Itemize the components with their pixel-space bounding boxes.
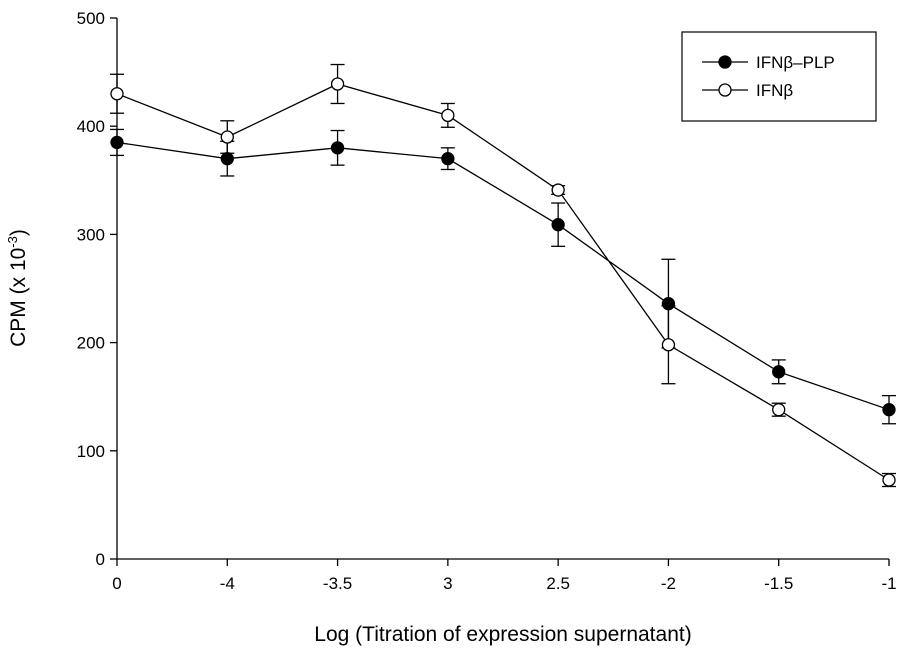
y-axis-label: CPM (x 10-3) <box>5 229 30 347</box>
data-point <box>772 365 786 379</box>
x-tick-label: 3 <box>443 574 452 593</box>
x-tick-label: -1.5 <box>764 574 793 593</box>
legend-entry: IFNβ <box>702 81 793 100</box>
y-tick-label: 200 <box>77 334 105 353</box>
y-tick-label: 0 <box>96 550 105 569</box>
data-point <box>772 403 786 417</box>
data-point <box>882 403 896 417</box>
data-point <box>220 152 234 166</box>
y-axis-label-exponent: -3 <box>5 236 20 248</box>
legend-entry: IFNβ–PLP <box>702 53 835 72</box>
legend-label: IFNβ–PLP <box>756 53 835 72</box>
data-point <box>330 141 345 155</box>
data-point <box>551 183 565 197</box>
series-line <box>116 141 890 411</box>
y-axis-label-close: ) <box>7 229 30 236</box>
plot-area: 0 100 200 300 400 500 0 -4 -3.5 3 2.5 -2 -1.5 -1 <box>77 9 897 593</box>
x-tick-label: -3.5 <box>323 574 352 593</box>
data-point <box>441 152 455 166</box>
legend-entries: IFNβ–PLP IFNβ <box>702 53 835 100</box>
y-tick-label: 300 <box>77 225 105 244</box>
data-point <box>110 135 124 150</box>
legend: IFNβ–PLP IFNβ <box>681 31 877 122</box>
series-line <box>116 83 890 481</box>
legend-marker <box>718 83 732 97</box>
series-1 <box>110 128 896 425</box>
data-point <box>110 87 124 101</box>
legend-box <box>681 31 877 122</box>
data-point <box>220 130 234 144</box>
legend-label: IFNβ <box>756 81 793 100</box>
x-tick-label: -4 <box>220 574 235 593</box>
series-layer <box>110 63 896 488</box>
x-ticks: 0 -4 -3.5 3 2.5 -2 -1.5 -1 <box>112 559 897 593</box>
x-tick-label: -2 <box>661 574 676 593</box>
data-point <box>882 473 896 487</box>
series-2 <box>110 63 896 488</box>
x-tick-label: 2.5 <box>546 574 570 593</box>
data-point <box>551 218 565 232</box>
y-tick-label: 500 <box>77 9 105 28</box>
y-ticks: 0 100 200 300 400 500 <box>77 9 117 569</box>
y-tick-label: 100 <box>77 442 105 461</box>
data-point <box>661 338 676 352</box>
x-tick-label: 0 <box>112 574 121 593</box>
legend-marker <box>718 55 732 69</box>
y-axis-label-base: CPM (x 10 <box>7 248 30 347</box>
data-point <box>441 108 455 123</box>
data-point <box>330 77 345 91</box>
x-axis-label: Log (Titration of expression supernatant… <box>314 623 691 646</box>
x-tick-label: -1 <box>881 574 896 593</box>
y-tick-label: 400 <box>77 117 105 136</box>
